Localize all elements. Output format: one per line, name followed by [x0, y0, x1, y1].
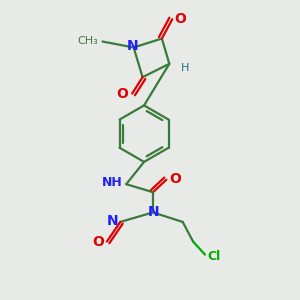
Text: N: N — [148, 205, 160, 218]
Text: NH: NH — [102, 176, 123, 190]
Text: N: N — [126, 39, 138, 53]
Text: N: N — [107, 214, 119, 228]
Text: O: O — [92, 235, 104, 249]
Text: CH₃: CH₃ — [77, 36, 98, 46]
Text: O: O — [175, 12, 187, 26]
Text: O: O — [169, 172, 181, 186]
Text: H: H — [181, 63, 190, 73]
Text: O: O — [116, 86, 128, 100]
Text: Cl: Cl — [207, 250, 220, 262]
